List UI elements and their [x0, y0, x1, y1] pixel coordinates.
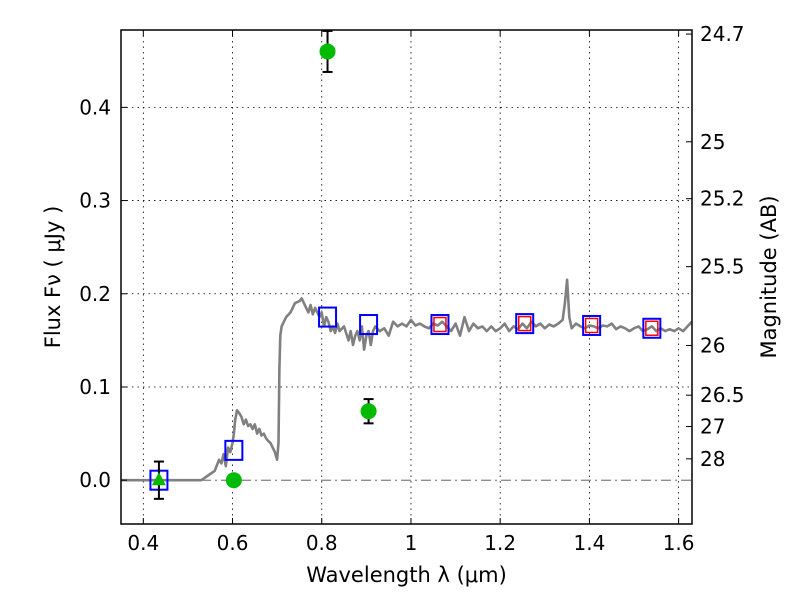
- x-tick-label: 1.6: [663, 531, 695, 555]
- y-tick-label: 0.1: [79, 375, 111, 399]
- model-photometry-inner-box: [645, 320, 659, 337]
- axis-ticks: [121, 30, 692, 524]
- observed-flux-point: [225, 472, 242, 489]
- model-photometry-inner-box: [433, 316, 447, 333]
- right-axis-tick-label: 25.5: [700, 255, 745, 279]
- model-photometry-box: [318, 306, 338, 328]
- observed-flux-point: [360, 403, 377, 420]
- y-axis-title: Flux Fν ( μJy ): [41, 206, 65, 349]
- right-axis-tick-label: 24.7: [700, 22, 745, 46]
- right-axis-tick-label: 27: [700, 415, 725, 439]
- observed-flux-point: [319, 43, 336, 60]
- y-tick-label: 0.2: [79, 282, 111, 306]
- plot-frame: [120, 29, 693, 525]
- tick-labels: 0.4 0.6 0.8 1 1.2 1.4 1.6 0.0 0.1 0.2 0.3 0.4 24.7 25…: [79, 22, 744, 555]
- model-photometry-box: [642, 317, 662, 339]
- data-markers: [149, 29, 662, 500]
- model-photometry-box: [515, 313, 535, 335]
- x-tick-label: 1: [405, 531, 418, 555]
- x-tick-label: 0.8: [306, 531, 338, 555]
- x-tick-label: 0.6: [217, 531, 249, 555]
- grid-lines: [121, 30, 692, 524]
- model-photometry-box: [582, 314, 602, 336]
- right-axis-tick-label: 26.5: [700, 383, 745, 407]
- y-tick-label: 0.0: [79, 468, 111, 492]
- right-axis-tick-label: 28: [700, 447, 725, 471]
- x-tick-label: 1.2: [484, 531, 516, 555]
- x-tick-label: 1.4: [573, 531, 605, 555]
- model-photometry-box: [430, 314, 450, 336]
- model-photometry-box: [224, 439, 244, 461]
- model-photometry-box: [359, 314, 379, 336]
- x-axis-title: Wavelength λ (μm): [306, 563, 507, 587]
- x-tick-label: 0.4: [127, 531, 159, 555]
- right-axis-title: Magnitude (AB): [757, 195, 781, 358]
- right-axis-tick-label: 25.2: [700, 187, 745, 211]
- model-photometry-inner-box: [517, 315, 532, 332]
- right-axis-tick-label: 26: [700, 333, 725, 357]
- y-tick-label: 0.4: [79, 95, 111, 119]
- model-photometry-inner-box: [584, 317, 599, 334]
- model-spectrum-line: [121, 278, 692, 482]
- right-axis-tick-label: 25: [700, 130, 725, 154]
- y-tick-label: 0.3: [79, 189, 111, 213]
- observed-flux-triangle: [151, 472, 166, 486]
